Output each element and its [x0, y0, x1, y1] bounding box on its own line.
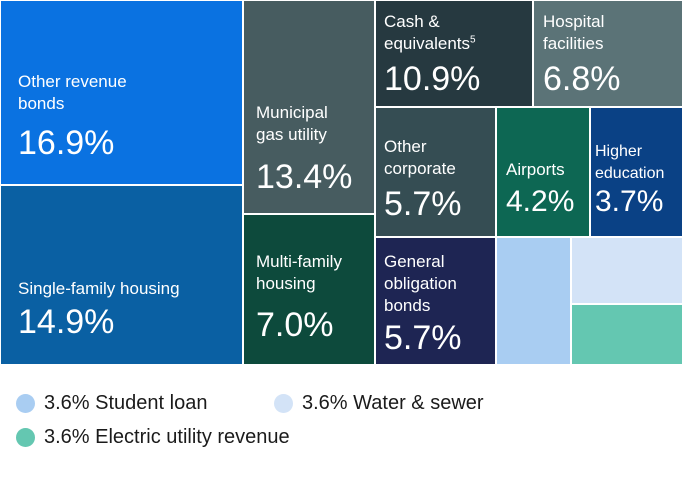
legend-swatch-electric-utility-revenue: [16, 428, 35, 447]
tile-hospital-facilities: Hospital facilities 6.8%: [533, 0, 683, 107]
tile-value-general-obligation-bonds: 5.7%: [384, 319, 462, 357]
tile-label-other-revenue-bonds: Other revenue bonds: [18, 72, 127, 113]
tile-student-loan: [496, 237, 571, 365]
tile-value-municipal-gas-utility: 13.4%: [256, 158, 353, 196]
tile-label-higher-education: Higher education: [595, 143, 665, 182]
tile-multi-family-housing: Multi-family housing 7.0%: [243, 214, 375, 365]
tile-general-obligation-bonds: General obligation bonds 5.7%: [375, 237, 496, 365]
tile-value-other-corporate: 5.7%: [384, 185, 462, 223]
tile-value-higher-education: 3.7%: [595, 185, 664, 218]
legend-label-electric-utility-revenue: 3.6% Electric utility revenue: [44, 426, 290, 448]
legend-label-student-loan: 3.6% Student loan: [44, 392, 208, 414]
tile-electric-utility-revenue: [571, 304, 683, 365]
tile-cash-equivalents: Cash & equivalents5 10.9%: [375, 0, 533, 107]
legend-item-student-loan: 3.6% Student loan: [16, 392, 207, 415]
tile-label-municipal-gas-utility: Municipal gas utility: [256, 103, 328, 144]
legend-item-water-sewer: 3.6% Water & sewer: [274, 392, 484, 415]
tile-other-corporate: Other corporate 5.7%: [375, 107, 496, 237]
tile-water-sewer: [571, 237, 683, 304]
tile-value-hospital-facilities: 6.8%: [543, 60, 621, 98]
tile-value-other-revenue-bonds: 16.9%: [18, 124, 115, 162]
tile-value-single-family-housing: 14.9%: [18, 303, 115, 341]
tile-label-hospital-facilities: Hospital facilities: [543, 12, 605, 53]
legend-swatch-water-sewer: [274, 394, 293, 413]
tile-value-cash-equivalents: 10.9%: [384, 60, 481, 98]
tile-label-airports: Airports: [506, 160, 565, 179]
legend-swatch-student-loan: [16, 394, 35, 413]
tile-municipal-gas-utility: Municipal gas utility 13.4%: [243, 0, 375, 214]
tile-value-airports: 4.2%: [506, 185, 575, 218]
tile-label-other-corporate: Other corporate: [384, 137, 456, 178]
tile-label-multi-family-housing: Multi-family housing: [256, 252, 342, 293]
tile-other-revenue-bonds: Other revenue bonds 16.9%: [0, 0, 243, 185]
tile-value-multi-family-housing: 7.0%: [256, 306, 334, 344]
legend-item-electric-utility-revenue: 3.6% Electric utility revenue: [16, 426, 290, 449]
tile-airports: Airports 4.2%: [496, 107, 590, 237]
tile-label-cash-equivalents: Cash & equivalents5: [384, 12, 476, 53]
tile-single-family-housing: Single-family housing 14.9%: [0, 185, 243, 365]
tile-higher-education: Higher education 3.7%: [590, 107, 683, 237]
tile-label-single-family-housing: Single-family housing: [18, 279, 180, 298]
tile-label-general-obligation-bonds: General obligation bonds: [384, 252, 457, 315]
legend-label-water-sewer: 3.6% Water & sewer: [302, 392, 484, 414]
treemap-chart: Other revenue bonds 16.9% Single-family hou…: [0, 0, 683, 365]
